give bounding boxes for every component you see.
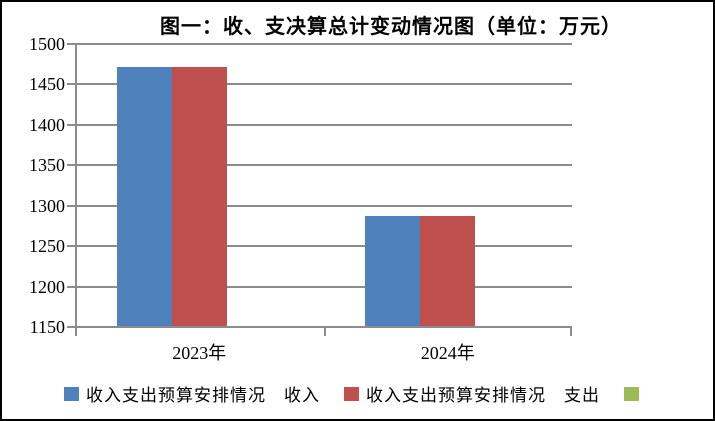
y-axis-tick — [67, 204, 75, 207]
y-axis-line — [75, 43, 77, 336]
y-axis-tick — [67, 285, 75, 288]
legend-item-1: 收入支出预算安排情况 收入 — [64, 381, 320, 406]
y-axis-label: 1250 — [29, 236, 65, 257]
legend-swatch-icon — [344, 386, 359, 401]
bar-series-2-2024年 — [420, 216, 476, 328]
legend-swatch-icon — [64, 386, 79, 401]
x-axis-tick — [323, 327, 326, 336]
y-axis-label: 1300 — [29, 195, 65, 216]
gridline — [75, 204, 572, 207]
x-axis-label: 2023年 — [172, 343, 227, 363]
y-axis-tick — [67, 123, 75, 126]
legend-item-2: 收入支出预算安排情况 支出 — [344, 381, 600, 406]
bar-series-1-2024年 — [365, 216, 421, 328]
legend-swatch-icon — [624, 386, 639, 401]
y-axis-tick — [67, 326, 75, 328]
gridline — [75, 83, 572, 86]
y-axis-label: 1450 — [29, 74, 65, 95]
y-axis-tick — [67, 43, 75, 45]
gridline — [75, 43, 572, 45]
gridline — [75, 123, 572, 126]
y-axis-label: 1150 — [29, 317, 65, 337]
y-axis-label: 1200 — [29, 276, 65, 297]
gridline — [75, 164, 572, 167]
x-axis-tick — [75, 327, 77, 336]
x-axis-label: 2024年 — [420, 343, 475, 363]
gridline — [75, 285, 572, 288]
legend-item-3 — [624, 386, 639, 401]
y-axis-label: 1350 — [29, 155, 65, 176]
y-axis-tick — [67, 245, 75, 248]
plot-area: 1500 1450 1400 1350 1300 1250 1200 1150 2023年 202… — [29, 35, 572, 363]
y-axis-tick — [67, 83, 75, 86]
legend-label: 收入支出预算安排情况 收入 — [86, 386, 320, 405]
y-axis-label: 1500 — [29, 34, 65, 54]
legend-label: 收入支出预算安排情况 支出 — [366, 386, 600, 405]
y-axis-tick — [67, 164, 75, 167]
chart-title: 图一：收、支决算总计变动情况图（单位：万元） — [160, 16, 622, 38]
bar-series-1-2023年 — [116, 67, 172, 328]
gridline — [75, 245, 572, 248]
y-axis-label: 1400 — [29, 114, 65, 135]
x-axis-tick — [570, 327, 572, 336]
legend: 收入支出预算安排情况 收入 收入支出预算安排情况 支出 — [64, 381, 639, 406]
bar-series-2-2023年 — [171, 67, 227, 328]
